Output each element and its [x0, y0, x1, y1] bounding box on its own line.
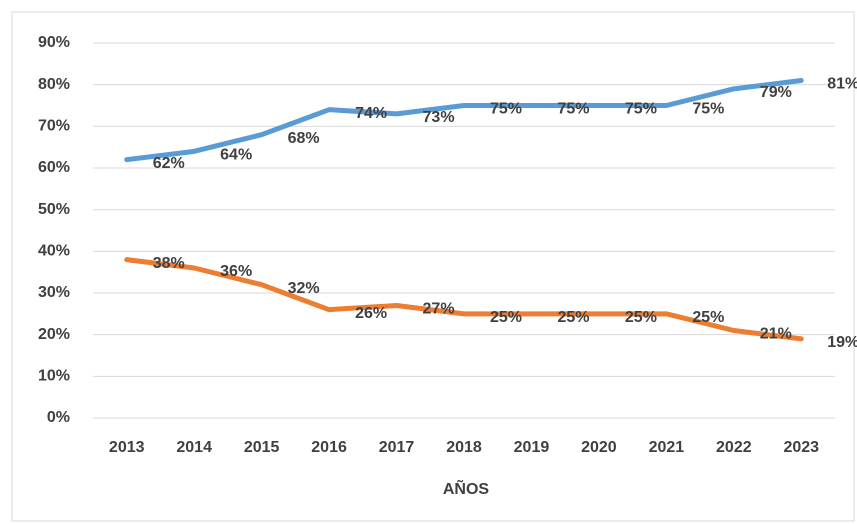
data-label: 25% — [557, 309, 589, 326]
x-tick-label: 2015 — [244, 439, 280, 456]
y-tick-label: 80% — [38, 76, 70, 93]
data-label: 27% — [423, 301, 455, 318]
data-label: 75% — [692, 101, 724, 118]
data-label: 75% — [490, 101, 522, 118]
y-tick-label: 70% — [38, 118, 70, 135]
data-label: 73% — [423, 109, 455, 126]
x-tick-label: 2013 — [109, 439, 145, 456]
data-label: 68% — [288, 130, 320, 147]
y-tick-label: 10% — [38, 368, 70, 385]
y-tick-label: 40% — [38, 243, 70, 260]
data-label: 25% — [625, 309, 657, 326]
x-axis-title: AÑOS — [443, 478, 490, 498]
line-series — [124, 78, 804, 163]
data-label: 36% — [220, 263, 252, 280]
data-label: 81% — [827, 76, 857, 93]
x-tick-label: 2017 — [379, 439, 415, 456]
data-label: 32% — [288, 280, 320, 297]
x-tick-label: 2020 — [581, 439, 617, 456]
data-label: 19% — [827, 334, 857, 351]
data-label: 75% — [557, 101, 589, 118]
x-tick-label: 2018 — [446, 439, 482, 456]
data-label: 74% — [355, 105, 387, 122]
data-label: 25% — [490, 309, 522, 326]
y-tick-label: 30% — [38, 284, 70, 301]
chart-frame — [11, 11, 855, 522]
data-label: 75% — [625, 101, 657, 118]
y-tick-label: 20% — [38, 326, 70, 343]
x-tick-label: 2016 — [311, 439, 347, 456]
data-label: 64% — [220, 147, 252, 164]
data-label: 38% — [153, 255, 185, 272]
y-tick-label: 50% — [38, 201, 70, 218]
x-tick-label: 2019 — [514, 439, 550, 456]
x-tick-label: 2014 — [176, 439, 212, 456]
data-label: 62% — [153, 155, 185, 172]
y-tick-label: 0% — [47, 409, 70, 426]
data-label: 25% — [692, 309, 724, 326]
data-label: 21% — [760, 326, 792, 343]
x-tick-label: 2023 — [783, 439, 819, 456]
x-tick-label: 2021 — [649, 439, 685, 456]
line-series — [124, 257, 804, 342]
data-label: 79% — [760, 84, 792, 101]
y-tick-label: 60% — [38, 159, 70, 176]
data-label: 26% — [355, 305, 387, 322]
x-tick-label: 2022 — [716, 439, 752, 456]
y-tick-label: 90% — [38, 34, 70, 51]
